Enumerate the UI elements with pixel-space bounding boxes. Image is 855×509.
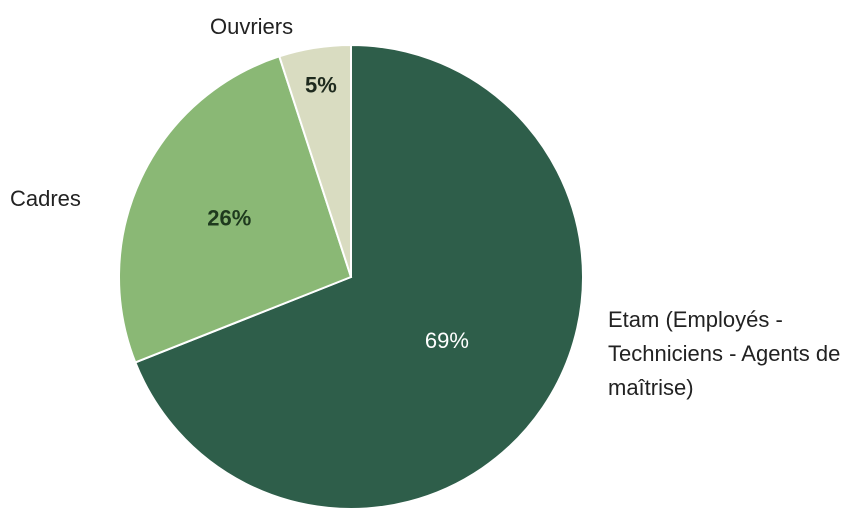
category-label: Ouvriers [210, 14, 294, 39]
category-label: Cadres [10, 186, 81, 211]
pie-slice [118, 55, 353, 364]
pie-slice [278, 43, 352, 278]
value-label: 5% [305, 73, 337, 98]
category-label: Etam (Employés - Techniciens - Agents de… [608, 307, 841, 400]
value-label: 26% [207, 206, 251, 231]
value-label: 69% [425, 328, 469, 353]
pie-slice [133, 43, 584, 509]
